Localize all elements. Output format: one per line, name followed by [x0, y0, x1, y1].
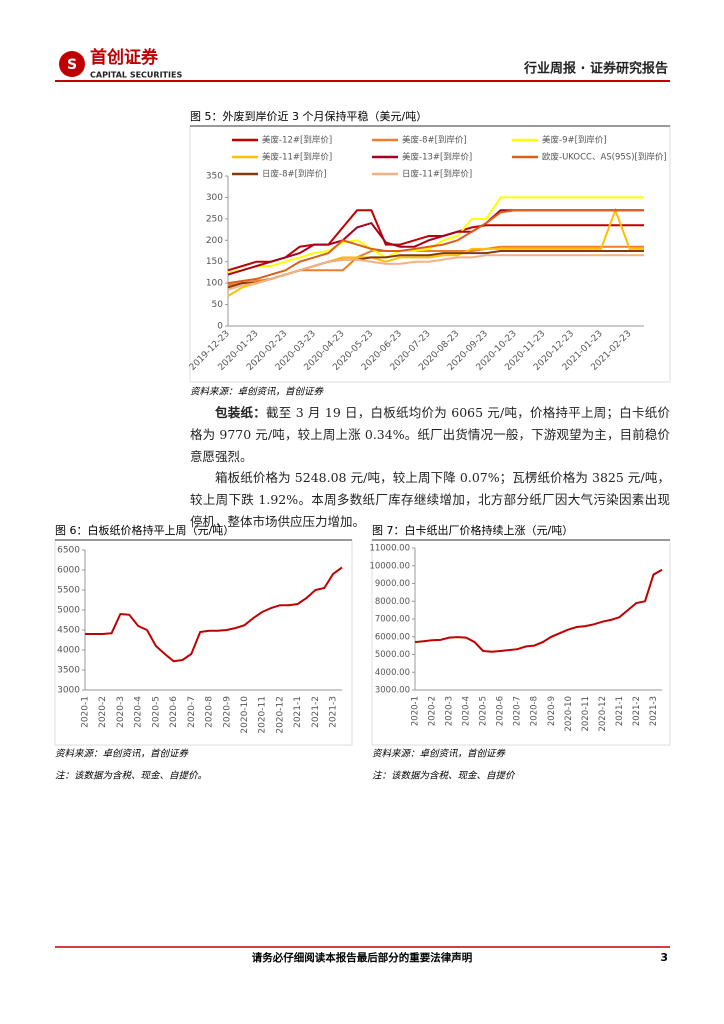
y-tick-label: 4500 [57, 626, 80, 636]
figure-title: 图 5：外废到岸价近 3 个月保持平稳（美元/吨） [190, 109, 427, 123]
series-line [85, 566, 343, 663]
page-number: 3 [660, 951, 668, 964]
x-tick-label: 2020-1 [411, 696, 421, 726]
legend-label: 美废-9#[到岸价] [542, 135, 607, 146]
y-tick-label: 11000.00 [369, 544, 410, 554]
y-tick-label: 100 [206, 279, 223, 289]
paragraph-lead: 包装纸： [215, 405, 267, 420]
logo-en: CAPITAL SECURITIES [90, 71, 182, 80]
x-tick-label: 2020-4 [462, 696, 472, 726]
series-line [227, 196, 644, 274]
x-tick-label: 2020-12 [275, 696, 285, 734]
y-tick-label: 200 [206, 236, 223, 246]
x-tick-label: 2020-7 [187, 696, 197, 728]
x-tick-label: 2020-12 [598, 696, 608, 732]
y-tick-label: 8000.00 [375, 597, 410, 607]
x-tick-label: 2020-9 [222, 696, 232, 728]
y-tick-label: 7000.00 [375, 615, 410, 625]
legend-label: 美废-8#[到岸价] [402, 135, 467, 146]
x-tick-label: 2020-11 [258, 696, 268, 734]
source: 资料来源：卓创资讯，首创证券 [372, 748, 507, 760]
y-tick-label: 4000.00 [375, 668, 410, 678]
logo-mark [59, 51, 85, 77]
x-tick-label: 2021-1 [293, 696, 303, 728]
y-tick-label: 5000.00 [375, 650, 410, 660]
logo-glyph: S [67, 57, 77, 73]
figure-title: 图 7：白卡纸出厂价格持续上涨（元/吨） [372, 523, 573, 537]
legend-label: 美废-13#[到岸价] [402, 152, 472, 163]
y-tick-label: 6000.00 [375, 632, 410, 642]
x-tick-label: 2020-3 [445, 696, 455, 726]
x-tick-label: 2020-2 [98, 696, 108, 728]
paragraph: 包装纸：截至 3 月 19 日，白板纸均价为 6065 元/吨，价格持平上周；白… [190, 402, 670, 468]
x-tick-label: 2021-1 [615, 696, 625, 726]
y-tick-label: 3500 [57, 666, 80, 676]
y-tick-label: 4000 [57, 646, 80, 656]
chart-frame [189, 125, 671, 383]
y-tick-label: 6000 [57, 566, 80, 576]
x-tick-label: 2020-1 [81, 696, 91, 728]
report-type: 行业周报 · 证券研究报告 [523, 61, 668, 77]
note: 注：该数据为含税、现金、自提价。 [55, 770, 207, 782]
figure-title: 图 6：白板纸价格持平上周（元/吨） [55, 523, 234, 537]
legend-label: 美废-11#[到岸价] [262, 152, 332, 163]
y-tick-label: 300 [206, 193, 223, 203]
logo-cn: 首创证券 [90, 47, 159, 68]
legend-label: 欧废-UKOCC、AS(95S)[到岸价] [542, 152, 667, 163]
y-tick-label: 150 [206, 257, 223, 267]
series-line [414, 568, 663, 653]
x-tick-label: 2021-3 [649, 696, 659, 726]
x-tick-label: 2021-2 [632, 696, 642, 726]
x-tick-label: 2020-5 [479, 696, 489, 726]
y-tick-label: 3000.00 [375, 686, 410, 696]
x-tick-label: 2020-7 [513, 696, 523, 726]
y-tick-label: 9000.00 [375, 579, 410, 589]
x-tick-label: 2020-10 [564, 696, 574, 732]
y-tick-label: 350 [206, 172, 223, 182]
x-tick-label: 2020-6 [169, 696, 179, 728]
x-tick-label: 2020-8 [530, 696, 540, 726]
x-tick-label: 2020-2 [428, 696, 438, 726]
x-tick-label: 2021-3 [329, 696, 339, 728]
y-tick-label: 5500 [57, 586, 80, 596]
y-tick-label: 5000 [57, 606, 80, 616]
x-tick-label: 2020-3 [116, 696, 126, 728]
legend-label: 美废-12#[到岸价] [262, 135, 332, 146]
x-tick-label: 2020-9 [547, 696, 557, 726]
legend-label: 日废-11#[到岸价] [402, 169, 472, 180]
x-tick-label: 2021-2 [311, 696, 321, 728]
series-line [227, 209, 644, 272]
paragraph: 箱板纸价格为 5248.08 元/吨，较上周下降 0.07%；瓦楞纸价格为 38… [190, 470, 670, 529]
y-tick-label: 6500 [57, 546, 80, 556]
series-line [227, 254, 644, 291]
y-tick-label: 250 [206, 214, 223, 224]
disclaimer: 请务必仔细阅读本报告最后部分的重要法律声明 [252, 951, 473, 964]
series-line [227, 209, 644, 285]
x-tick-label: 2020-10 [240, 696, 250, 734]
x-tick-label: 2020-4 [134, 696, 144, 728]
x-tick-label: 2020-6 [496, 696, 506, 726]
paragraph-text: 截至 3 月 19 日，白板纸均价为 6065 元/吨，价格持平上周；白卡纸价格… [190, 405, 670, 464]
y-tick-label: 3000 [57, 686, 80, 696]
source: 资料来源：卓创资讯，首创证券 [55, 748, 190, 760]
source: 资料来源：卓创资讯，首创证券 [190, 386, 325, 398]
legend-label: 日废-8#[到岸价] [262, 169, 327, 180]
x-tick-label: 2020-8 [205, 696, 215, 728]
series-line [227, 209, 644, 276]
y-tick-label: 10000.00 [369, 561, 410, 571]
note: 注：该数据为含税、现金、自提价 [372, 770, 516, 782]
x-tick-label: 2020-11 [581, 696, 591, 732]
y-tick-label: 0 [217, 322, 223, 332]
y-tick-label: 50 [212, 300, 224, 310]
x-tick-label: 2020-5 [151, 696, 161, 728]
